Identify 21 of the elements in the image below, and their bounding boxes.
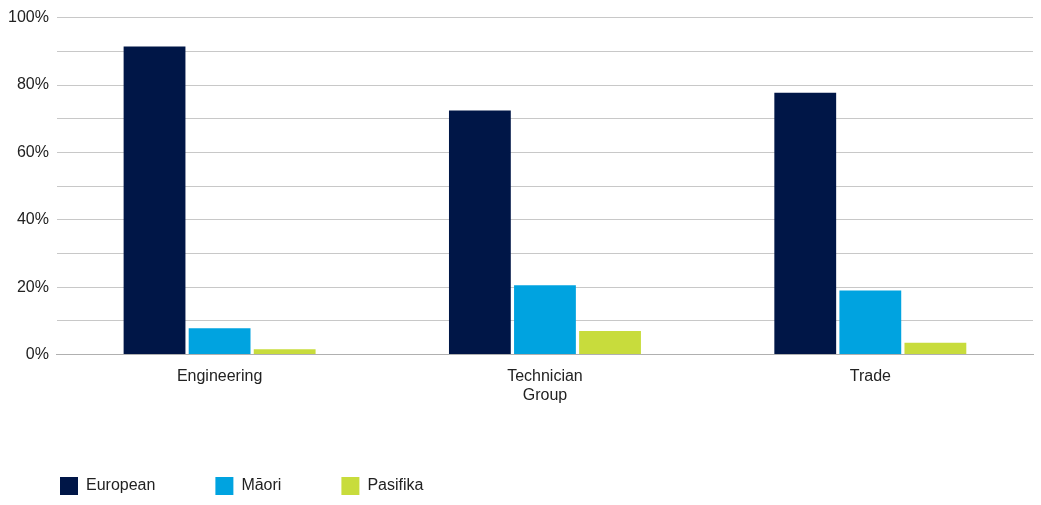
legend-label: European [86,476,156,494]
bar [579,331,641,355]
y-tick-label: 20% [16,277,49,295]
legend-label: Pasifika [367,476,424,494]
x-tick-label: Technician Group [507,366,583,403]
bar [904,342,967,355]
y-tick-label: 80% [16,75,49,93]
bar [253,349,316,355]
x-tick-label: Trade [849,366,892,384]
bar [774,92,837,355]
y-tick-label: 60% [16,142,49,160]
bar [514,285,576,355]
bar [123,46,186,355]
bar [448,110,511,355]
x-tick-label: Engineering [176,366,263,384]
bar [839,290,902,355]
legend-label: Māori [241,476,282,494]
y-tick-label: 100% [8,8,49,26]
bar [188,328,251,355]
y-tick-label: 40% [16,210,49,228]
y-tick-label: 0% [25,345,49,363]
